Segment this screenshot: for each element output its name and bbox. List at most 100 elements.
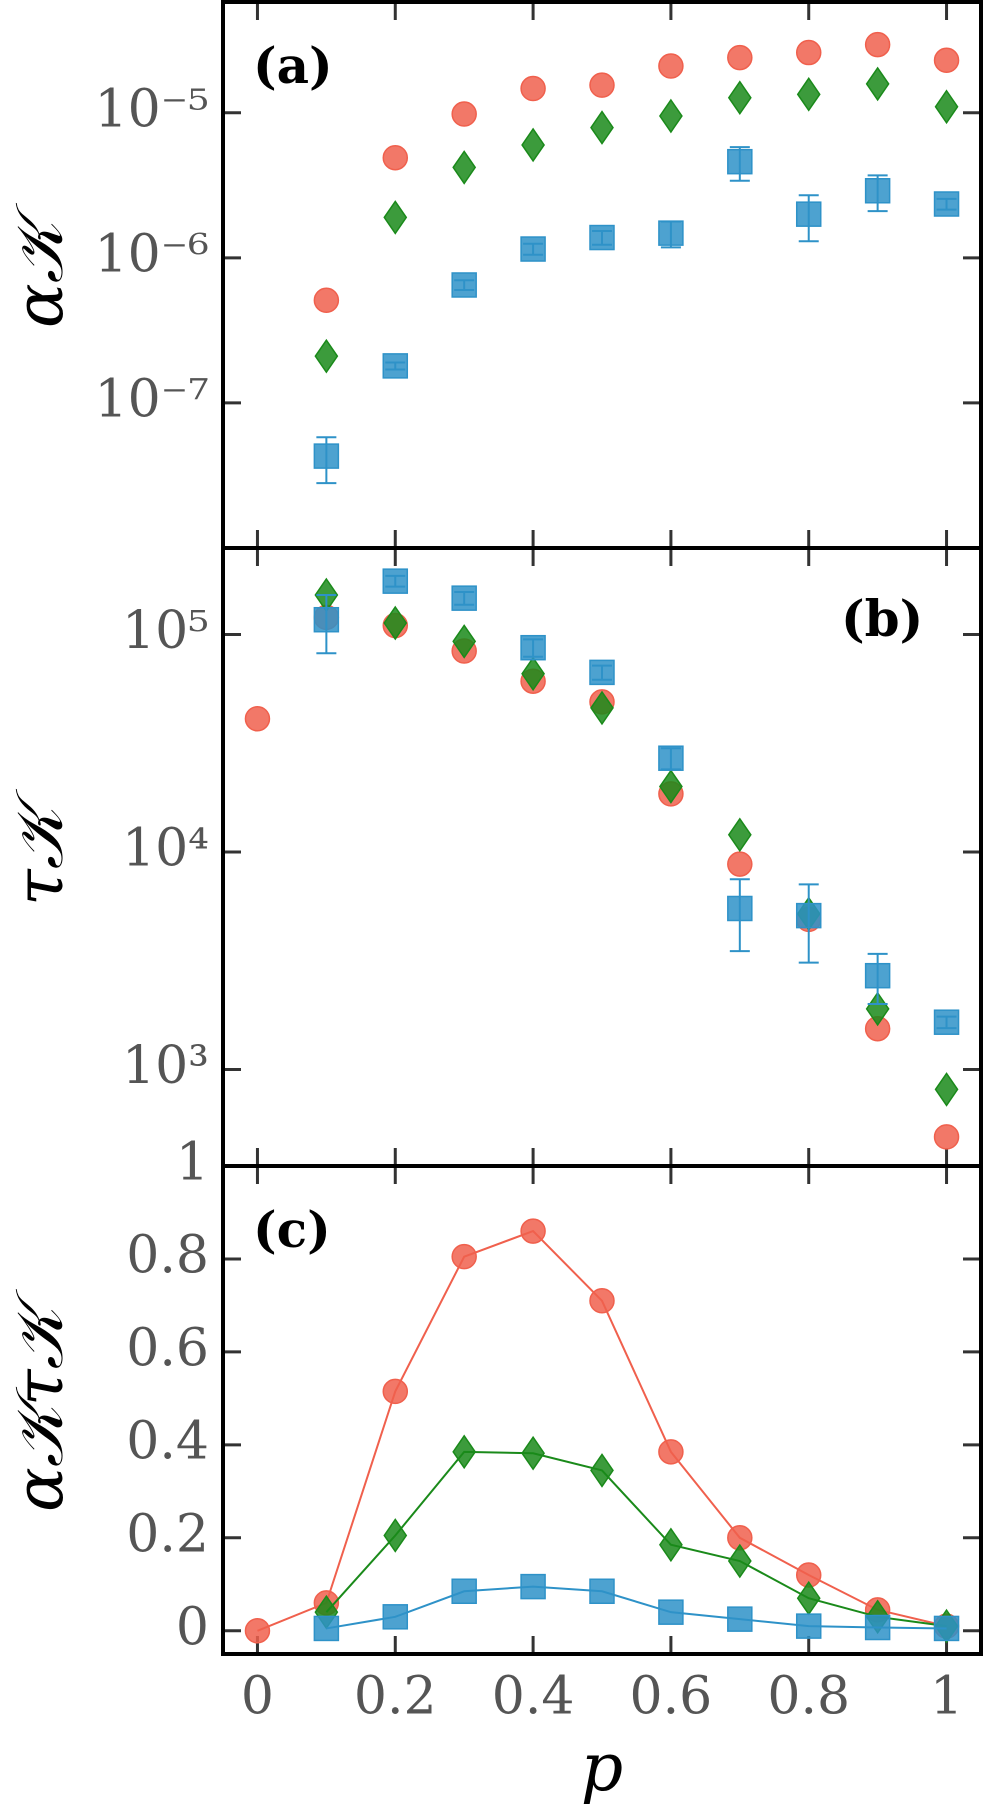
data-point — [934, 89, 959, 125]
data-point — [589, 1288, 615, 1314]
data-point — [727, 148, 753, 175]
data-point — [244, 1618, 271, 1644]
data-point — [658, 53, 684, 79]
y-axis-label: α𝒦 — [1, 202, 78, 328]
data-point — [933, 1615, 960, 1642]
data-point — [933, 1009, 960, 1035]
data-point — [382, 1378, 409, 1405]
data-point — [451, 585, 477, 611]
data-point — [521, 1435, 546, 1471]
panel-label: (a) — [253, 36, 333, 95]
data-point — [590, 110, 614, 145]
data-point — [658, 98, 683, 134]
data-point — [452, 624, 477, 659]
data-point — [864, 31, 891, 58]
data-point — [727, 817, 752, 853]
data-point — [727, 1606, 753, 1632]
data-point — [864, 1614, 891, 1641]
data-point — [451, 1578, 477, 1605]
data-point — [796, 1580, 821, 1616]
data-point — [383, 200, 408, 235]
data-point — [452, 150, 477, 185]
y-tick-label: 0.6 — [126, 1318, 209, 1378]
data-point — [589, 224, 615, 251]
data-point — [382, 353, 409, 379]
y-tick-label: 0.2 — [126, 1504, 209, 1564]
data-point — [382, 144, 409, 171]
y-tick-label: 10³ — [122, 1036, 209, 1096]
data-point — [313, 606, 340, 633]
data-point — [520, 236, 546, 262]
data-point — [313, 287, 340, 314]
data-point — [521, 656, 546, 692]
x-tick-label: 0.2 — [354, 1667, 437, 1727]
data-point — [314, 338, 339, 374]
y-tick-label: 1 — [176, 1133, 209, 1193]
data-point — [382, 1604, 409, 1630]
data-point — [933, 47, 960, 74]
data-point — [451, 272, 477, 298]
data-point — [796, 76, 821, 112]
data-point — [658, 1599, 684, 1625]
y-tick-label: 10⁵ — [122, 601, 209, 661]
x-axis-label: p — [581, 1729, 623, 1806]
data-point — [795, 201, 822, 227]
y-axis-label: τ𝒦 — [1, 788, 78, 906]
data-point — [865, 66, 890, 102]
x-tick-label: 0 — [241, 1667, 274, 1727]
data-point — [589, 72, 615, 98]
data-point — [864, 178, 891, 204]
panel-frame — [221, 1164, 983, 1656]
series-line — [326, 1585, 947, 1630]
y-tick-label: 0 — [176, 1597, 209, 1657]
panel-label: (c) — [253, 1200, 331, 1259]
data-point — [658, 745, 684, 771]
data-point — [933, 1124, 960, 1150]
data-point — [727, 895, 753, 922]
series-line — [325, 1450, 947, 1628]
data-point — [727, 1543, 752, 1579]
data-point — [589, 1578, 615, 1605]
data-point — [864, 962, 891, 989]
data-point — [383, 1518, 408, 1553]
data-point — [727, 80, 752, 116]
y-tick-label: 0.8 — [126, 1225, 209, 1285]
data-point — [520, 1573, 546, 1600]
data-point — [934, 1072, 959, 1107]
data-point — [452, 1434, 477, 1470]
x-tick-label: 0.4 — [492, 1667, 575, 1727]
y-tick-label: 10⁻⁶ — [95, 224, 209, 284]
data-point — [520, 634, 546, 661]
panel-label: (b) — [841, 589, 923, 648]
data-point — [590, 690, 614, 726]
data-point — [383, 605, 408, 641]
data-point — [589, 659, 615, 686]
y-axis-label: α𝒦τ𝒦 — [1, 1288, 78, 1511]
data-point — [451, 1243, 477, 1270]
data-point — [658, 1439, 684, 1465]
data-point — [520, 75, 546, 102]
data-point — [933, 191, 960, 217]
data-point — [727, 44, 753, 71]
data-point — [795, 1613, 822, 1639]
y-tick-label: 10⁻⁷ — [95, 369, 209, 429]
data-point — [520, 1218, 546, 1244]
data-point — [795, 39, 822, 66]
x-tick-label: 0.6 — [630, 1667, 713, 1727]
x-tick-label: 1 — [930, 1667, 963, 1727]
data-point — [658, 769, 683, 804]
data-point — [795, 902, 822, 929]
data-point — [521, 127, 546, 163]
data-point — [727, 851, 753, 877]
data-point — [658, 220, 684, 246]
x-tick-label: 0.8 — [767, 1667, 850, 1727]
y-tick-label: 10⁻⁵ — [95, 79, 209, 139]
data-point — [658, 1527, 683, 1563]
data-point — [313, 1615, 340, 1642]
y-tick-label: 10⁴ — [122, 819, 209, 879]
data-point — [313, 443, 340, 469]
data-point — [244, 706, 271, 732]
data-point — [590, 1453, 614, 1488]
y-tick-label: 0.4 — [126, 1411, 209, 1471]
